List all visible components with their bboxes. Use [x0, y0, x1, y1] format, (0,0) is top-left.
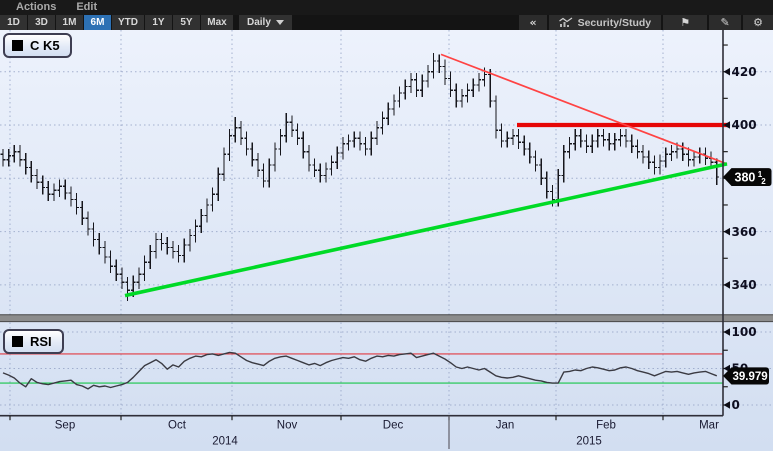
chart-icon — [558, 17, 572, 27]
last-price-tag: 380 12 — [723, 168, 772, 186]
x-axis-month-label: Sep — [55, 420, 75, 432]
toolbar: 1D 3D 1M 6M YTD 1Y 5Y Max Daily « Securi… — [0, 15, 773, 30]
collapse-panel-button[interactable]: « — [519, 15, 547, 30]
range-tab-ytd[interactable]: YTD — [112, 15, 144, 30]
series-color-swatch — [12, 40, 23, 51]
support-trendline[interactable] — [124, 162, 728, 298]
collapse-icon: « — [529, 16, 537, 29]
svg-text:0: 0 — [732, 398, 740, 412]
svg-text:360: 360 — [732, 225, 757, 239]
range-tab-6m[interactable]: 6M — [84, 15, 111, 30]
menu-bar: Actions Edit — [0, 0, 773, 15]
pane-divider[interactable] — [0, 314, 773, 323]
range-tab-1m[interactable]: 1M — [56, 15, 83, 30]
rsi-line — [2, 351, 718, 390]
x-axis-month-label: Jan — [496, 420, 515, 432]
x-axis-month-label: Dec — [383, 420, 404, 432]
gear-icon: ⚙ — [753, 16, 763, 29]
rsi-legend-chip[interactable]: RSI — [3, 329, 64, 354]
x-axis-month-label: Oct — [168, 420, 187, 432]
rsi-value-tag: 39.979 — [723, 367, 769, 385]
period-dropdown[interactable]: Daily — [239, 15, 292, 30]
price-series-legend-chip[interactable]: C K5 — [3, 33, 72, 58]
svg-text:340: 340 — [732, 278, 757, 292]
svg-text:1: 1 — [758, 170, 763, 179]
rsi-color-swatch — [12, 336, 23, 347]
security-study-label: Security/Study — [577, 16, 652, 29]
x-axis-labels: Sep Oct Nov Dec Jan Feb Mar 2014 2015 — [55, 420, 719, 448]
menu-actions[interactable]: Actions — [16, 1, 57, 13]
rsi-label: RSI — [30, 334, 52, 349]
x-axis-year-label: 2014 — [212, 436, 238, 448]
range-tab-1d[interactable]: 1D — [0, 15, 27, 30]
range-tab-1y[interactable]: 1Y — [145, 15, 172, 30]
svg-text:380: 380 — [735, 171, 756, 185]
x-axis-month-label: Mar — [699, 420, 719, 432]
flag-button[interactable]: ⚑ — [663, 15, 708, 30]
svg-text:39.979: 39.979 — [733, 371, 768, 383]
ohlc-bars — [0, 53, 720, 301]
x-axis-year-label: 2015 — [576, 436, 602, 448]
chart-background — [0, 30, 773, 451]
svg-text:100: 100 — [732, 325, 757, 339]
security-study-button[interactable]: Security/Study — [548, 15, 662, 30]
flag-icon: ⚑ — [680, 16, 691, 29]
range-tab-5y[interactable]: 5Y — [173, 15, 200, 30]
security-ticker-label: C K5 — [30, 38, 60, 53]
resistance-trendline[interactable] — [440, 53, 728, 165]
x-axis-month-label: Nov — [277, 420, 298, 432]
x-axis-month-label: Feb — [596, 420, 616, 432]
period-dropdown-label: Daily — [247, 17, 271, 28]
annotate-icon: ✎ — [720, 16, 730, 29]
annotate-button[interactable]: ✎ — [709, 15, 742, 30]
svg-text:420: 420 — [732, 65, 757, 79]
range-tab-max[interactable]: Max — [201, 15, 233, 30]
chevron-down-icon — [275, 20, 284, 25]
settings-button[interactable]: ⚙ — [743, 15, 773, 30]
svg-text:2: 2 — [761, 177, 766, 186]
svg-text:400: 400 — [732, 118, 757, 132]
menu-edit[interactable]: Edit — [76, 1, 98, 13]
range-tab-3d[interactable]: 3D — [28, 15, 55, 30]
toolbar-right-cluster: « Security/Study ⚑ ✎ ⚙ — [517, 15, 773, 30]
